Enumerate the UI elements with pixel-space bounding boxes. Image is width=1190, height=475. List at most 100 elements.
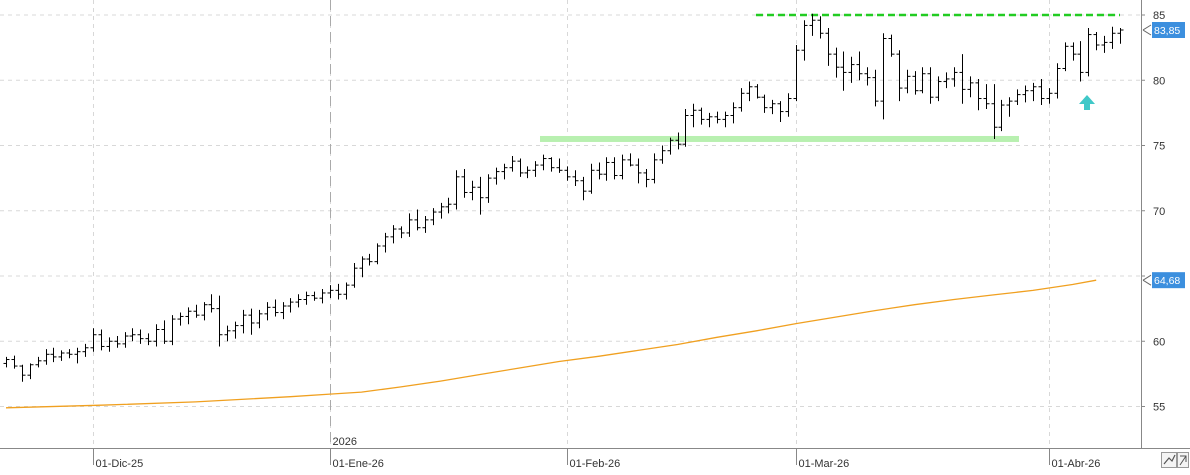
ohlc-bar — [975, 78, 982, 111]
ohlc-bar — [137, 329, 144, 344]
ohlc-bar — [919, 67, 926, 94]
expand-icon — [1179, 455, 1187, 466]
ohlc-bar — [374, 243, 381, 265]
ohlc-bar — [35, 356, 42, 368]
price-tag-pointer — [1142, 274, 1152, 286]
ohlc-bar — [580, 176, 587, 201]
ohlc-bar — [493, 167, 500, 185]
ohlc-bar — [714, 111, 721, 124]
ohlc-bar — [761, 94, 768, 113]
ohlc-bar — [201, 302, 208, 321]
ohlc-bar — [998, 99, 1005, 132]
ohlc-bar — [193, 304, 200, 318]
price-tag-pointer — [1142, 24, 1152, 36]
x-date-label: 01-Mar-26 — [799, 458, 850, 470]
ohlc-bar — [730, 102, 737, 124]
x-date-label: 01-Feb-26 — [570, 458, 621, 470]
ohlc-bar — [540, 154, 547, 171]
ohlc-bar — [66, 349, 73, 359]
ohlc-bar — [706, 112, 713, 128]
levels-layer — [540, 13, 1120, 142]
y-tick-label: 60 — [1153, 336, 1165, 348]
price-tag-label: 64,68 — [1154, 275, 1180, 287]
ohlc-bar — [548, 157, 555, 172]
ohlc-bar — [390, 225, 397, 244]
up-arrow-icon — [1079, 95, 1095, 110]
ohlc-bar — [619, 154, 626, 180]
ohlc-bar — [1038, 78, 1045, 106]
ohlc-bar — [216, 295, 223, 347]
ohlc-bar — [1070, 42, 1077, 61]
ohlc-bar — [153, 324, 160, 347]
ohlc-bar — [74, 347, 81, 364]
x-date-label: 01-Abr-26 — [1052, 458, 1101, 470]
ohlc-bar — [303, 291, 310, 305]
ohlc-bar — [129, 328, 136, 342]
ohlc-bar — [801, 20, 808, 61]
ohlc-bar — [311, 291, 318, 301]
ohlc-bar — [501, 163, 508, 180]
ohlc-bar — [833, 47, 840, 78]
ohlc-bar — [11, 355, 18, 369]
y-tick-label: 80 — [1153, 75, 1165, 87]
corner-buttons — [1161, 452, 1189, 468]
expand-button[interactable] — [1177, 452, 1189, 468]
support-band — [540, 135, 1019, 142]
ohlc-bar — [477, 176, 484, 215]
ohlc-bar — [351, 262, 358, 288]
ohlc-bar — [272, 299, 279, 317]
ohlc-bar — [904, 69, 911, 94]
ohlc-bar — [335, 283, 342, 300]
y-tick-label: 70 — [1153, 206, 1165, 218]
ohlc-bar — [1022, 85, 1029, 103]
y-tick-label: 85 — [1153, 10, 1165, 22]
ohlc-bar — [1117, 28, 1124, 44]
ohlc-bar — [603, 157, 610, 181]
ohlc-bar — [145, 333, 152, 346]
ohlc-bar — [169, 315, 176, 346]
ohlc-bar — [690, 103, 697, 128]
ohlc-bar — [398, 226, 405, 239]
price-tag-box — [1152, 272, 1185, 289]
ohlc-bar — [509, 155, 516, 172]
zoom-button-frame[interactable] — [1161, 452, 1177, 468]
ohlc-bar — [58, 350, 65, 361]
ohlc-bar — [1085, 28, 1092, 77]
ohlc-bar — [343, 282, 350, 300]
ohlc-bar — [1077, 41, 1084, 82]
ohlc-bar — [453, 170, 460, 210]
zoom-button[interactable] — [1161, 452, 1177, 468]
ohlc-bar — [959, 54, 966, 104]
moving-average-line — [5, 279, 1097, 409]
grid-layer — [0, 0, 1141, 448]
ohlc-bar — [951, 67, 958, 87]
ohlc-bar — [754, 84, 761, 99]
ohlc-bar — [1101, 35, 1108, 53]
ohlc-bar — [675, 132, 682, 150]
ohlc-bar — [50, 347, 57, 363]
ohlc-bar — [224, 325, 231, 342]
moving-average-layer — [5, 279, 1097, 409]
ohlc-bar — [27, 363, 34, 380]
ohlc-bar — [682, 108, 689, 147]
ohlc-bar — [517, 158, 524, 177]
ohlc-bar — [991, 84, 998, 139]
ohlc-bar — [1030, 82, 1037, 102]
ohlc-bar — [280, 302, 287, 320]
year-label: 2026 — [333, 436, 357, 448]
ohlc-bar — [1093, 31, 1100, 51]
ohlc-bar — [912, 71, 919, 95]
ohlc-bar — [43, 349, 50, 365]
ohlc-bar — [414, 209, 421, 231]
ohlc-bar — [564, 166, 571, 181]
ohlc-bar — [825, 28, 832, 66]
ohlc-bar — [556, 158, 563, 173]
ohlc-bar — [738, 88, 745, 112]
ohlc-bar — [746, 81, 753, 102]
ohlc-bar — [19, 364, 26, 382]
ohlc-bar — [256, 309, 263, 329]
ohlc-bar — [248, 308, 255, 335]
ohlc-bars-layer — [3, 13, 1124, 382]
